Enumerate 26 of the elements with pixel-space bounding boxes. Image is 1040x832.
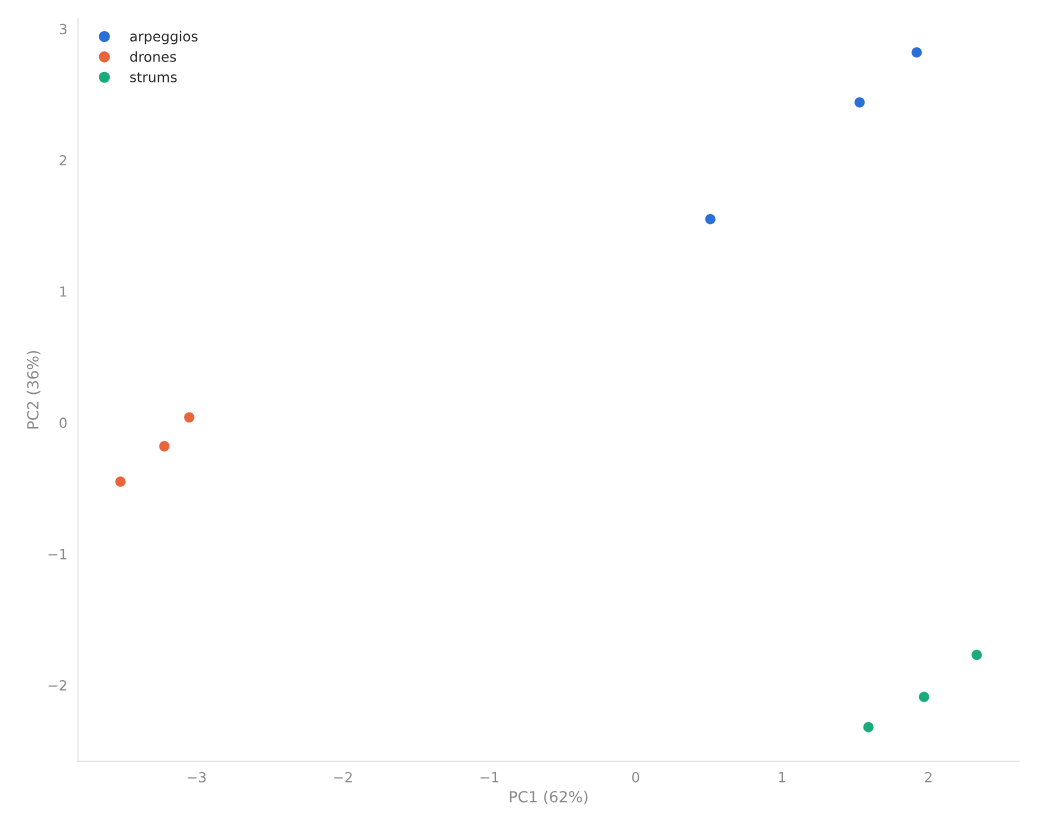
y-tick-label: 1: [60, 286, 67, 297]
x-tick-label: 2: [925, 771, 932, 783]
y-tick-label: −1: [48, 549, 67, 560]
point: [863, 722, 874, 733]
y-tick-label: 0: [59, 417, 67, 429]
x-tick-label: −2: [334, 771, 352, 783]
x-tick-label: 0: [632, 771, 640, 783]
x-tick-label: 1: [779, 772, 786, 783]
y-tick-label: 3: [59, 23, 67, 35]
point: [159, 441, 170, 452]
x-tick-label: −3: [187, 771, 206, 783]
x-axis-title: PC1 (62%): [509, 790, 588, 805]
point: [705, 213, 716, 225]
point: [184, 412, 195, 423]
legend-label: arpeggios: [130, 30, 198, 45]
y-axis-title: PC2 (36%): [26, 350, 41, 429]
y-tick-label: −2: [48, 680, 67, 691]
y-tick-label: 2: [59, 155, 67, 166]
point: [918, 691, 930, 703]
point: [854, 97, 865, 108]
point: [971, 649, 982, 661]
legend-label: drones: [130, 51, 177, 62]
legend-label: strums: [130, 72, 177, 83]
point: [115, 476, 126, 487]
x-tick-label: −1: [480, 772, 499, 783]
point: [911, 47, 922, 58]
